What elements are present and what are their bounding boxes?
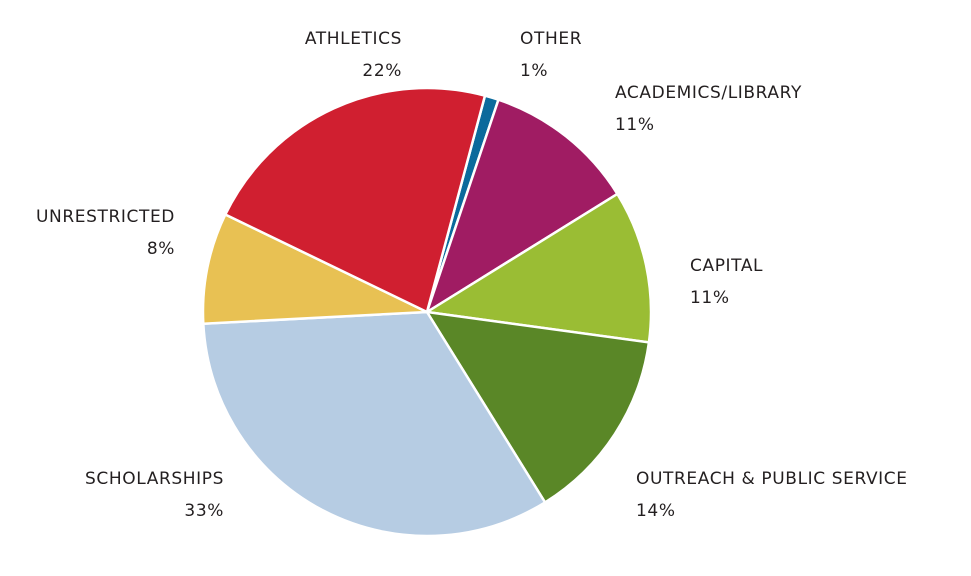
slice-value-label-other: 1% xyxy=(520,61,548,81)
pie-slice-academics-library xyxy=(424,98,620,315)
pie-slice-capital xyxy=(423,192,653,344)
slice-label-capital: CAPITAL xyxy=(690,256,763,276)
pie-slice-unrestricted xyxy=(201,212,428,326)
pie-slice-scholarships xyxy=(201,310,547,538)
slice-label-academics-library: ACADEMICS/LIBRARY xyxy=(615,83,802,103)
pie-labels: OTHER 1% ACADEMICS/LIBRARY 11% CAPITAL 11% OUT… xyxy=(36,29,908,521)
slice-value-label-outreach-and-public-service: 14% xyxy=(636,501,676,521)
pie-slices xyxy=(201,86,653,538)
pie-slice-athletics xyxy=(223,86,487,314)
slice-label-outreach-and-public-service: OUTREACH & PUBLIC SERVICE xyxy=(636,469,908,489)
slice-value-label-athletics: 22% xyxy=(362,61,402,81)
slice-label-other: OTHER xyxy=(520,29,582,49)
slice-value-label-capital: 11% xyxy=(690,288,730,308)
slice-value-label-academics-library: 11% xyxy=(615,115,655,135)
slice-label-scholarships: SCHOLARSHIPS xyxy=(85,469,224,489)
slice-label-unrestricted: UNRESTRICTED xyxy=(36,207,175,227)
slice-label-athletics: ATHLETICS xyxy=(305,29,402,49)
pie-slice-outreach-and-public-service xyxy=(424,310,651,505)
slice-value-label-scholarships: 33% xyxy=(184,501,224,521)
slice-value-label-unrestricted: 8% xyxy=(147,239,175,259)
